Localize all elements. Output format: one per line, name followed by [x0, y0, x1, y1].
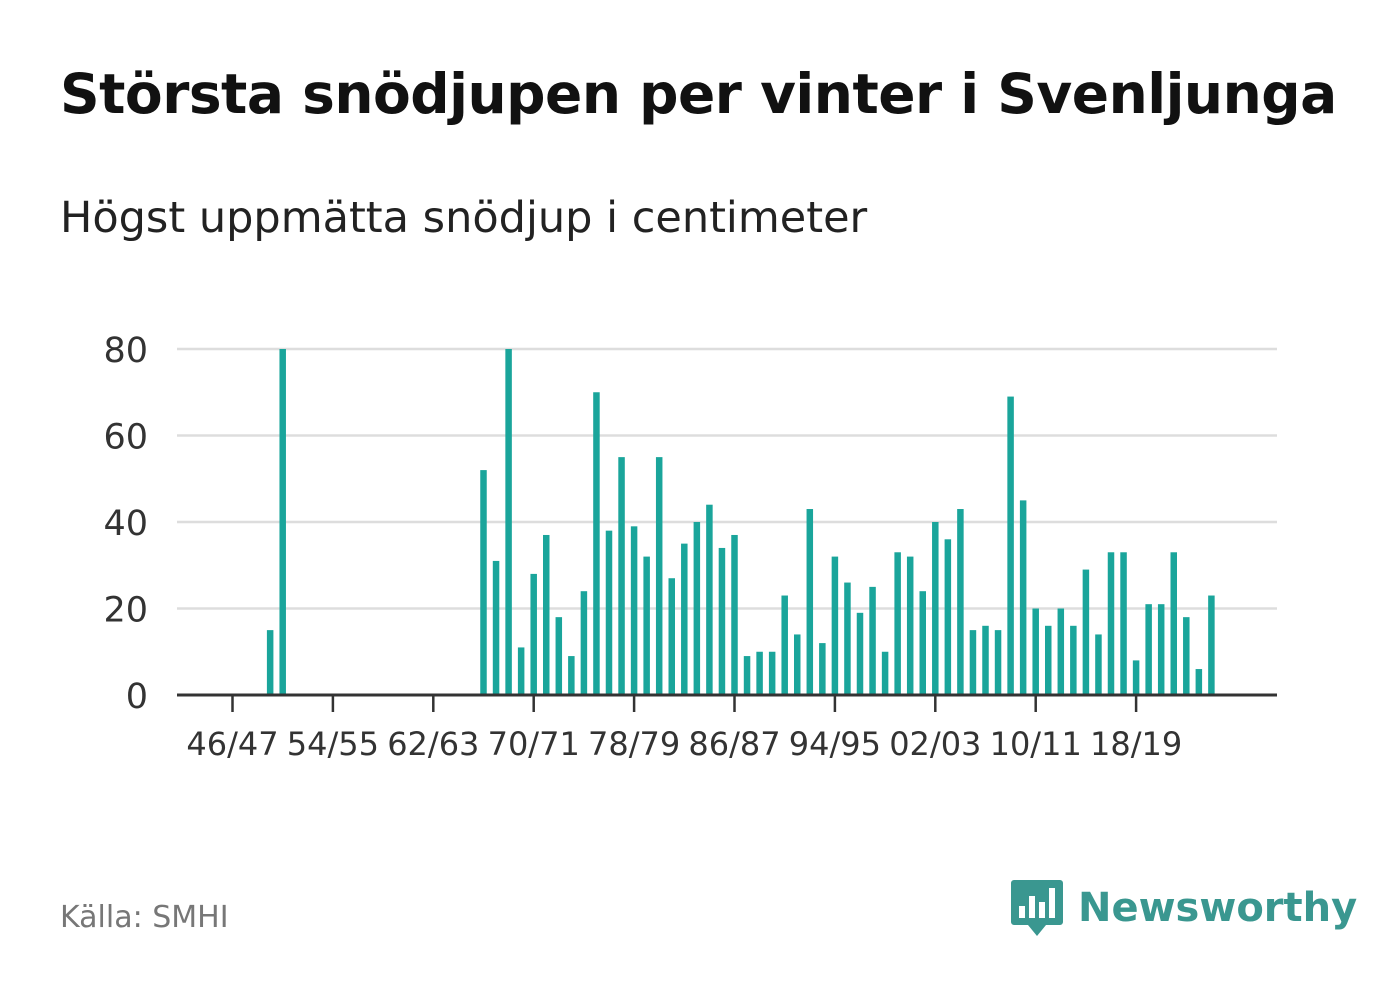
bar-13/14 — [1070, 625, 1077, 695]
x-tick-label: 10/11 — [990, 725, 1082, 763]
bar-68/69 — [505, 349, 512, 695]
brand-logo: Newsworthy — [1010, 878, 1357, 938]
bar-06/07 — [982, 625, 989, 695]
bar-99/00 — [894, 552, 901, 695]
x-tick-label: 54/55 — [287, 725, 379, 763]
bar-93/94 — [819, 643, 826, 695]
x-tick-label: 78/79 — [588, 725, 680, 763]
bar-19/20 — [1145, 604, 1152, 695]
bar-74/75 — [580, 591, 588, 695]
bar-50/51 — [279, 349, 286, 695]
bar-89/90 — [768, 651, 776, 695]
bar-98/99 — [881, 651, 889, 695]
x-tick-label: 86/87 — [688, 725, 780, 763]
bar-85/86 — [718, 547, 726, 695]
bar-01/02 — [919, 591, 926, 695]
bar-73/74 — [568, 656, 575, 695]
bar-95/96 — [844, 582, 851, 695]
bar-67/68 — [492, 560, 500, 695]
bar-11/12 — [1045, 625, 1052, 695]
x-tick-label: 70/71 — [488, 725, 580, 763]
x-tick-label: 18/19 — [1090, 725, 1182, 763]
bar-69/70 — [517, 647, 525, 695]
bar-91/92 — [794, 634, 801, 695]
bar-14/15 — [1082, 569, 1090, 695]
bar-10/11 — [1032, 608, 1039, 695]
bar-90/91 — [781, 595, 788, 695]
bar-undefined — [1208, 595, 1215, 695]
bar-80/81 — [655, 457, 663, 695]
bar-03/04 — [944, 539, 952, 695]
bar-chart: 0 20 40 60 80 46/47 54/55 62/63 70/71 78/79 86/87 9… — [103, 331, 1277, 763]
bar-07/08 — [994, 630, 1002, 695]
source-note: Källa: SMHI — [60, 900, 229, 935]
y-tick-label: 40 — [103, 504, 148, 544]
bar-94/95 — [831, 556, 839, 695]
bar-17/18 — [1120, 552, 1127, 695]
x-tick-label: 02/03 — [889, 725, 981, 763]
newsworthy-logo-icon — [1011, 880, 1063, 936]
bar-23/24 — [1195, 669, 1203, 695]
bar-08/09 — [1007, 396, 1014, 695]
bar-76/77 — [605, 530, 613, 695]
bar-82/83 — [681, 543, 688, 695]
bar-05/06 — [969, 630, 977, 695]
bar-16/17 — [1107, 552, 1115, 695]
bar-79/80 — [643, 556, 650, 695]
bar-78/79 — [630, 526, 638, 695]
bar-96/97 — [856, 612, 864, 695]
y-tick-label: 0 — [126, 677, 148, 717]
bar-21/22 — [1170, 552, 1177, 695]
bar-71/72 — [543, 534, 550, 695]
bar-22/23 — [1183, 617, 1190, 695]
bar-00/01 — [906, 556, 914, 695]
bar-66/67 — [480, 470, 487, 695]
y-tick-label: 80 — [103, 331, 148, 371]
bar-20/21 — [1157, 604, 1165, 695]
chart-title: Största snödjupen per vinter i Svenljung… — [60, 62, 1337, 126]
bar-15/16 — [1095, 634, 1102, 695]
bar-97/98 — [869, 586, 876, 695]
x-tick-label: 46/47 — [186, 725, 278, 763]
brand-name: Newsworthy — [1078, 885, 1358, 931]
bar-18/19 — [1132, 660, 1140, 695]
bar-12/13 — [1057, 608, 1065, 695]
bar-86/87 — [731, 534, 738, 695]
bar-83/84 — [693, 522, 701, 695]
bar-81/82 — [668, 578, 675, 695]
chart-subtitle: Högst uppmätta snödjup i centimeter — [60, 193, 868, 243]
bar-77/78 — [618, 457, 625, 695]
bar-02/03 — [932, 522, 939, 695]
y-tick-label: 60 — [103, 418, 148, 458]
bar-09/10 — [1019, 500, 1027, 695]
bar-87/88 — [743, 656, 751, 695]
bar-70/71 — [530, 573, 537, 695]
bar-84/85 — [706, 504, 713, 695]
x-tick-label: 94/95 — [789, 725, 881, 763]
bar-92/93 — [806, 509, 814, 695]
bar-72/73 — [555, 617, 563, 695]
y-tick-label: 20 — [103, 591, 148, 631]
bar-04/05 — [957, 509, 964, 695]
bar-88/89 — [756, 651, 763, 695]
x-tick-label: 62/63 — [387, 725, 479, 763]
bar-75/76 — [593, 392, 600, 695]
bar-49/50 — [266, 630, 274, 695]
